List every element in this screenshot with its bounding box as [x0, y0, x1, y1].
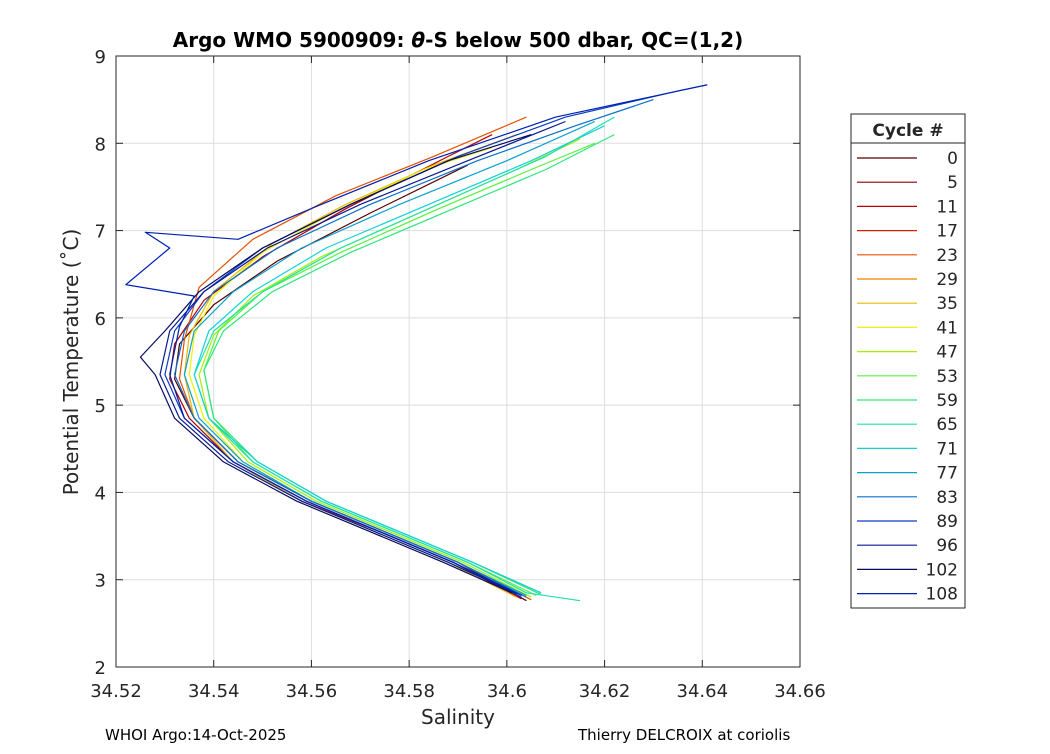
legend-label-cycle-11: 11 — [936, 197, 958, 217]
profile-lines — [125, 84, 708, 602]
legend-label-cycle-53: 53 — [936, 367, 958, 387]
legend-label-cycle-102: 102 — [926, 560, 958, 580]
legend-label-cycle-108: 108 — [926, 585, 958, 605]
legend-label-cycle-0: 0 — [947, 149, 958, 169]
legend-title: Cycle # — [872, 121, 943, 141]
y-tick-label: 5 — [95, 396, 106, 417]
x-tick-label: 34.62 — [579, 681, 631, 702]
y-tick-label: 9 — [95, 47, 106, 68]
x-tick-label: 34.66 — [774, 681, 826, 702]
legend-label-cycle-23: 23 — [936, 246, 958, 266]
x-axis-label: Salinity — [421, 705, 495, 729]
x-tick-label: 34.6 — [487, 681, 527, 702]
legend-box — [850, 113, 966, 609]
chart-title-theta-symbol: θ — [411, 28, 425, 52]
y-tick-label: 7 — [95, 222, 106, 243]
y-axis-label: Potential Temperature (˚C) — [59, 229, 83, 496]
profile-line-cycle-71 — [193, 125, 605, 594]
legend-label-cycle-59: 59 — [936, 391, 958, 411]
y-tick-label: 6 — [95, 309, 106, 330]
x-tick-label: 34.54 — [188, 681, 240, 702]
y-tick-label: 3 — [95, 571, 106, 592]
legend-label-cycle-29: 29 — [936, 270, 958, 290]
legend-label-cycle-41: 41 — [936, 318, 958, 338]
legend: Cycle # 0 5 11 17 23 29 35 41 47 53 59 65 71 77 83 89 96… — [850, 113, 966, 609]
x-tick-label: 34.64 — [677, 681, 729, 702]
chart-title: Argo WMO 5900909: θ-S below 500 dbar, QC… — [173, 28, 743, 52]
y-tick-label: 8 — [95, 134, 106, 155]
y-tick-label: 4 — [95, 483, 106, 504]
y-tick-label: 2 — [95, 658, 106, 679]
profile-line-cycle-83 — [174, 99, 654, 598]
legend-label-cycle-83: 83 — [936, 488, 958, 508]
profile-line-cycle-102 — [139, 134, 532, 594]
legend-label-cycle-96: 96 — [936, 536, 958, 556]
profile-line-cycle-108 — [125, 84, 708, 596]
x-tick-label: 34.58 — [383, 681, 435, 702]
legend-label-cycle-77: 77 — [936, 464, 958, 484]
footer-credit-right: Thierry DELCROIX at coriolis — [578, 726, 791, 744]
x-tick-label: 34.52 — [90, 681, 142, 702]
legend-label-cycle-35: 35 — [936, 294, 958, 314]
profile-line-cycle-96 — [159, 120, 566, 595]
x-tick-label: 34.56 — [286, 681, 338, 702]
chart-title-prefix: Argo WMO 5900909: — [173, 28, 412, 52]
chart-title-suffix: -S below 500 dbar, QC=(1,2) — [425, 28, 743, 52]
axis-ticks: 34.52 34.54 34.56 34.58 34.6 34.62 34.64 34.66 2… — [90, 47, 826, 702]
legend-entries: 0 5 11 17 23 29 35 41 47 53 59 65 71 77 83 89 96 102 108 — [857, 149, 958, 605]
footer-credit-left: WHOI Argo:14-Oct-2025 — [105, 726, 287, 744]
grid — [116, 56, 800, 667]
plot-area-frame — [115, 55, 801, 668]
legend-label-cycle-65: 65 — [936, 415, 958, 435]
legend-label-cycle-17: 17 — [936, 222, 958, 242]
legend-label-cycle-71: 71 — [936, 439, 958, 459]
legend-label-cycle-47: 47 — [936, 343, 958, 363]
legend-label-cycle-5: 5 — [947, 173, 958, 193]
profile-lines-clipped — [125, 84, 708, 602]
legend-label-cycle-89: 89 — [936, 512, 958, 532]
